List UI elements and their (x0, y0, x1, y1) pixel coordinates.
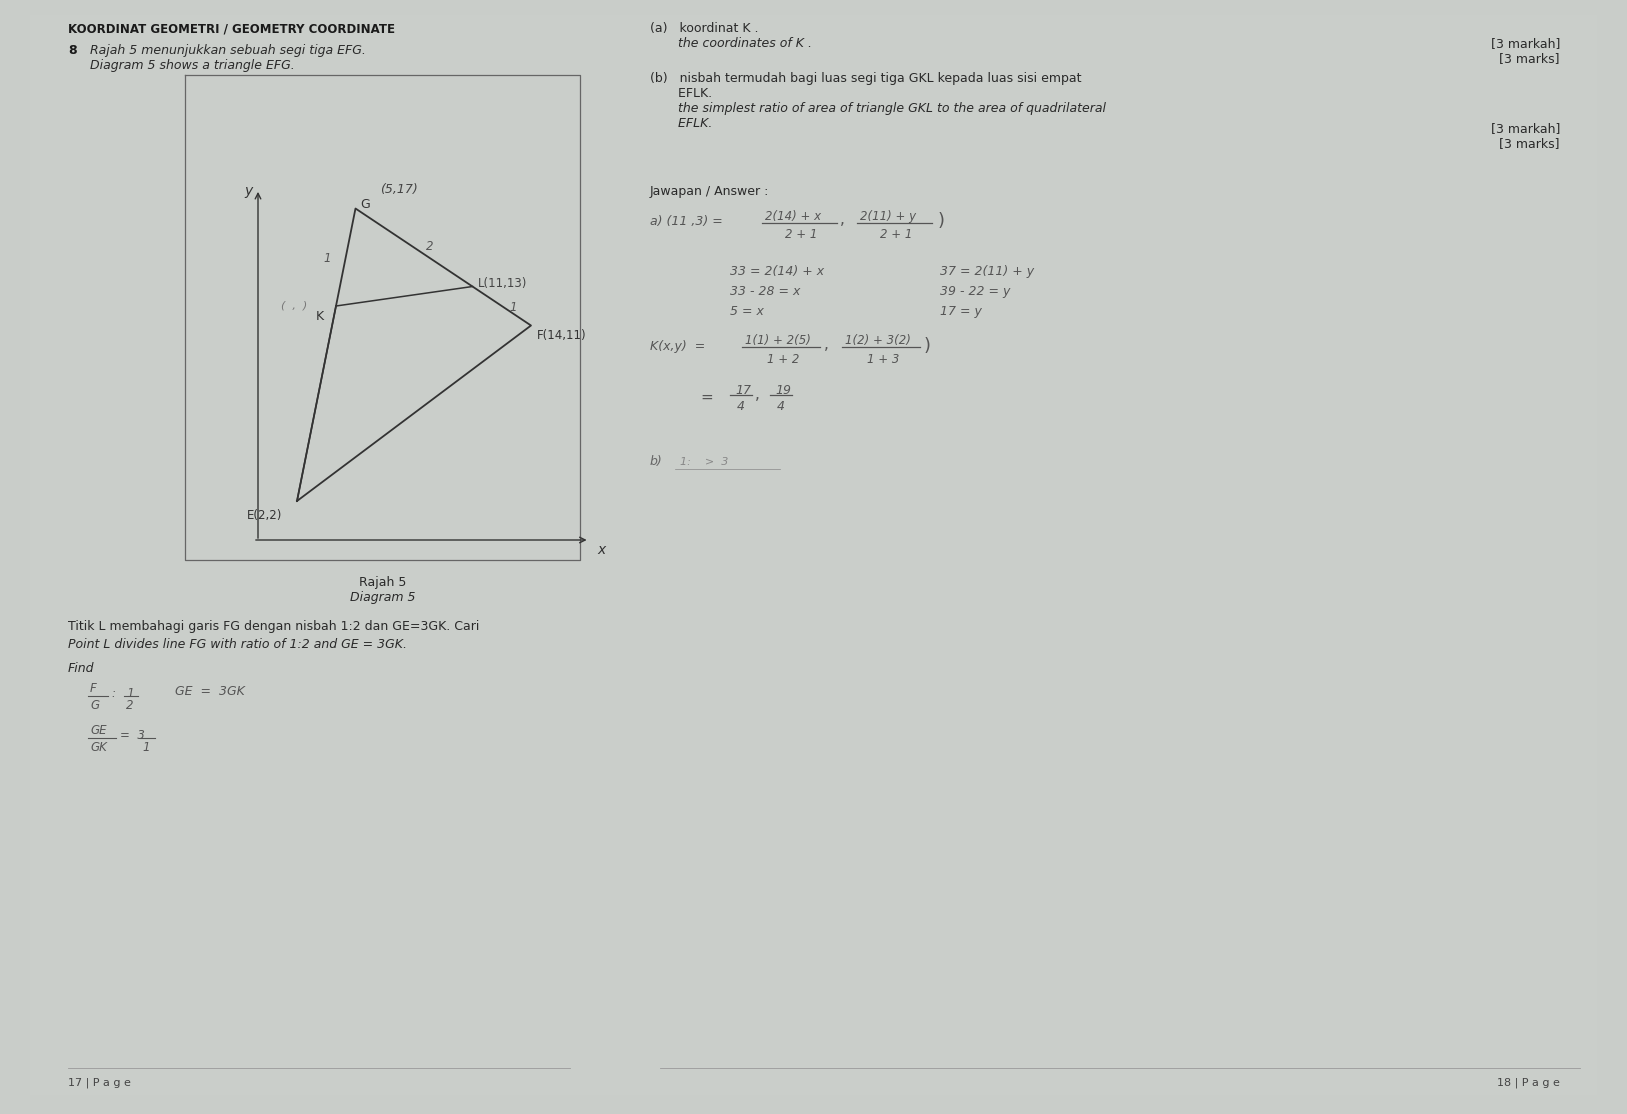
Text: EFLK.: EFLK. (651, 87, 713, 100)
Text: [3 markah]: [3 markah] (1490, 123, 1560, 135)
Text: 2(14) + x: 2(14) + x (765, 211, 822, 223)
Text: 8: 8 (68, 43, 76, 57)
Text: (a)   koordinat K .: (a) koordinat K . (651, 22, 758, 35)
Text: x: x (597, 543, 605, 557)
Text: Rajah 5: Rajah 5 (360, 576, 407, 589)
Text: 19: 19 (774, 384, 791, 397)
Text: Diagram 5 shows a triangle EFG.: Diagram 5 shows a triangle EFG. (89, 59, 294, 72)
Text: 17 | P a g e: 17 | P a g e (68, 1078, 130, 1088)
Text: =  3: = 3 (120, 729, 145, 742)
Text: K: K (316, 310, 324, 323)
Text: 33 - 28 = x: 33 - 28 = x (731, 285, 800, 299)
Text: 2: 2 (426, 240, 433, 253)
Text: (b)   nisbah termudah bagi luas segi tiga GKL kepada luas sisi empat: (b) nisbah termudah bagi luas segi tiga … (651, 72, 1082, 85)
Text: GK: GK (89, 741, 107, 754)
Text: 1(2) + 3(2): 1(2) + 3(2) (844, 334, 911, 346)
Text: 39 - 22 = y: 39 - 22 = y (940, 285, 1010, 299)
Text: the simplest ratio of area of triangle GKL to the area of quadrilateral: the simplest ratio of area of triangle G… (651, 102, 1106, 115)
Text: K(x,y)  =: K(x,y) = (651, 340, 704, 353)
Text: GE  =  3GK: GE = 3GK (176, 685, 246, 698)
Text: Jawapan / Answer :: Jawapan / Answer : (651, 185, 770, 198)
Text: 18 | P a g e: 18 | P a g e (1497, 1078, 1560, 1088)
Text: a) (11 ,3) =: a) (11 ,3) = (651, 215, 722, 228)
Text: 37 = 2(11) + y: 37 = 2(11) + y (940, 265, 1035, 278)
Text: 4: 4 (778, 400, 784, 413)
Text: ): ) (939, 212, 945, 229)
Text: 1: 1 (509, 301, 517, 314)
Text: 1 + 2: 1 + 2 (766, 353, 799, 367)
Text: 4: 4 (737, 400, 745, 413)
Text: [3 marks]: [3 marks] (1500, 52, 1560, 65)
Text: ): ) (924, 338, 931, 355)
Text: G: G (361, 198, 371, 212)
Text: 1 + 3: 1 + 3 (867, 353, 900, 367)
Text: 1: 1 (324, 252, 332, 265)
Text: ,: , (755, 387, 760, 402)
Text: G: G (89, 698, 99, 712)
Text: the coordinates of K .: the coordinates of K . (651, 37, 812, 50)
Text: Find: Find (68, 662, 94, 675)
Text: Point L divides line FG with ratio of 1:2 and GE = 3GK.: Point L divides line FG with ratio of 1:… (68, 638, 407, 651)
Text: Diagram 5: Diagram 5 (350, 592, 415, 604)
Text: Rajah 5 menunjukkan sebuah segi tiga EFG.: Rajah 5 menunjukkan sebuah segi tiga EFG… (89, 43, 366, 57)
Text: (5,17): (5,17) (381, 184, 418, 196)
Text: E(2,2): E(2,2) (247, 509, 283, 522)
Text: y: y (244, 184, 252, 198)
Text: 17: 17 (735, 384, 752, 397)
Text: F: F (89, 682, 96, 695)
Text: 1: 1 (142, 741, 150, 754)
Text: KOORDINAT GEOMETRI / GEOMETRY COORDINATE: KOORDINAT GEOMETRI / GEOMETRY COORDINATE (68, 22, 395, 35)
Text: ,: , (840, 212, 844, 227)
Text: Titik L membahagi garis FG dengan nisbah 1:2 dan GE=3GK. Cari: Titik L membahagi garis FG dengan nisbah… (68, 620, 480, 633)
Text: [3 markah]: [3 markah] (1490, 37, 1560, 50)
Text: 2 + 1: 2 + 1 (880, 228, 913, 241)
Text: L(11,13): L(11,13) (477, 276, 527, 290)
Text: 2 + 1: 2 + 1 (784, 228, 817, 241)
Text: 1(1) + 2(5): 1(1) + 2(5) (745, 334, 810, 346)
Text: =: = (700, 390, 713, 405)
Text: b): b) (651, 455, 662, 468)
Text: (  ,  ): ( , ) (281, 301, 308, 311)
Text: 33 = 2(14) + x: 33 = 2(14) + x (731, 265, 825, 278)
Text: :   1: : 1 (112, 687, 135, 700)
Text: EFLK.: EFLK. (651, 117, 713, 130)
Text: 1:    >  3: 1: > 3 (680, 457, 729, 467)
Text: 17 = y: 17 = y (940, 305, 981, 317)
Text: 2(11) + y: 2(11) + y (861, 211, 916, 223)
Text: 5 = x: 5 = x (731, 305, 763, 317)
Text: [3 marks]: [3 marks] (1500, 137, 1560, 150)
Text: F(14,11): F(14,11) (537, 329, 587, 342)
Text: ,: , (823, 338, 828, 352)
Text: 2: 2 (125, 698, 133, 712)
Text: GE: GE (89, 724, 106, 737)
